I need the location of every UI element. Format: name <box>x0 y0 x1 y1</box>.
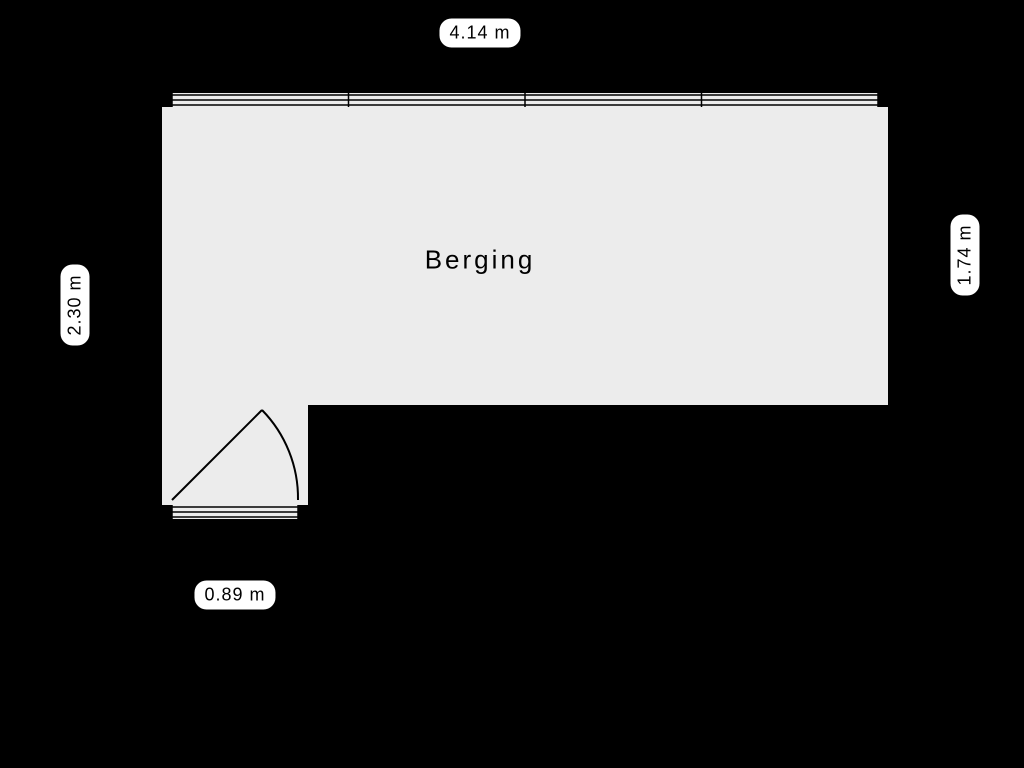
floorplan-canvas: Berging 4.14 m 1.74 m 2.30 m 0.89 m <box>0 0 1024 768</box>
dimension-right: 1.74 m <box>951 214 980 295</box>
room-label: Berging <box>425 245 536 276</box>
dimension-left: 2.30 m <box>61 264 90 345</box>
room-interior <box>155 100 895 512</box>
floorplan-svg <box>0 0 1024 768</box>
top-wall-panel <box>172 93 878 107</box>
dimension-bottom: 0.89 m <box>194 581 275 610</box>
bottom-entry-panel <box>172 505 298 519</box>
dimension-top: 4.14 m <box>439 19 520 48</box>
